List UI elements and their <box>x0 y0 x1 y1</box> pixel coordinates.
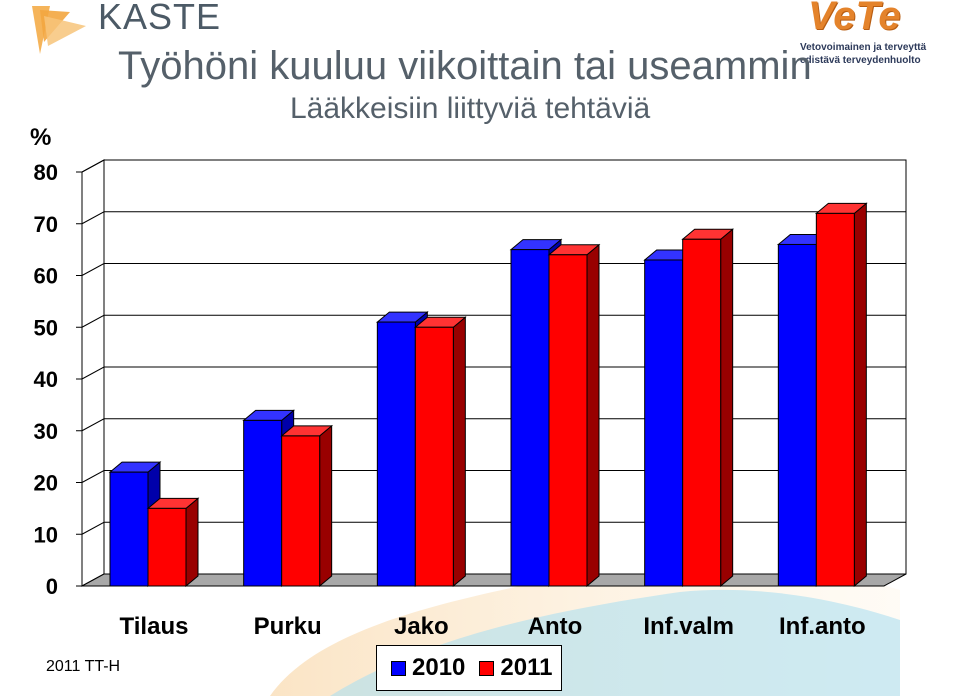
gridline <box>81 159 906 173</box>
y-tick-label: 60 <box>34 264 58 289</box>
legend-swatch-2010 <box>391 660 406 676</box>
bar-Inf.valm-2010 <box>644 259 684 587</box>
y-tick-label: 30 <box>34 419 58 444</box>
y-tick-label: 70 <box>34 212 58 237</box>
y-axis-label: % <box>30 124 52 151</box>
bar-side-Inf.anto-2011 <box>853 202 867 588</box>
bar-side-Tilaus-2011 <box>185 497 199 588</box>
y-tick-label: 20 <box>34 471 58 496</box>
x-tick-label-Anto: Anto <box>528 613 583 640</box>
chart-legend: 2010 2011 <box>376 645 562 691</box>
x-tick-label-Inf.valm: Inf.valm <box>643 613 734 640</box>
kaste-logo-icon <box>32 6 86 54</box>
bar-Purku-2011 <box>281 435 321 587</box>
vete-logo: VeTe <box>808 0 901 38</box>
y-tick-label: 80 <box>34 160 58 185</box>
bar-Tilaus-2010 <box>109 471 149 587</box>
x-tick-label-Purku: Purku <box>254 613 322 640</box>
gridline <box>81 521 906 535</box>
bar-side-Inf.valm-2011 <box>720 228 734 588</box>
legend-label-2011: 2011 <box>500 654 553 681</box>
bar-Anto-2010 <box>510 249 550 587</box>
gridline <box>81 470 906 483</box>
gridline <box>81 211 906 225</box>
bar-Inf.valm-2011 <box>682 238 722 587</box>
bar-Inf.anto-2011 <box>815 212 855 587</box>
y-tick-label: 50 <box>34 315 58 340</box>
gridline <box>81 314 906 328</box>
bar-Purku-2010 <box>243 419 283 587</box>
legend-swatch-2011 <box>479 660 495 676</box>
bar-side-Purku-2011 <box>319 424 333 588</box>
x-tick-label-Tilaus: Tilaus <box>120 613 189 640</box>
vete-tagline-2: edistävä terveydenhuolto <box>800 55 921 66</box>
y-tick-label: 10 <box>34 522 58 547</box>
vete-tagline-1: Vetovoimainen ja terveyttä <box>800 42 927 53</box>
bar-Jako-2010 <box>376 321 416 587</box>
bar-side-Jako-2011 <box>452 316 466 588</box>
kaste-logo-text: KASTE <box>98 0 222 37</box>
gridline <box>81 418 906 432</box>
y-tick-label: 40 <box>34 367 58 392</box>
chart-subtitle: Lääkkeisiin liittyviä tehtäviä <box>290 92 651 125</box>
legend-label-2010: 2010 <box>412 654 466 681</box>
chart-title: Työhöni kuuluu viikoittain tai useammin <box>118 44 812 88</box>
gridline <box>81 263 906 276</box>
x-tick-label-Inf.anto: Inf.anto <box>779 613 866 640</box>
bar-Tilaus-2011 <box>147 507 187 587</box>
bar-side-Anto-2011 <box>586 243 600 588</box>
x-tick-label-Jako: Jako <box>394 613 449 640</box>
y-tick-label: 0 <box>46 574 58 599</box>
footer-label: 2011 TT-H <box>46 658 121 675</box>
gridline <box>81 366 906 380</box>
bar-Anto-2011 <box>548 254 588 587</box>
legend-item-2010: 2010 <box>391 654 465 682</box>
bar-Inf.anto-2010 <box>777 243 817 587</box>
bar-Jako-2011 <box>414 326 454 587</box>
legend-item-2011: 2011 <box>479 654 552 682</box>
